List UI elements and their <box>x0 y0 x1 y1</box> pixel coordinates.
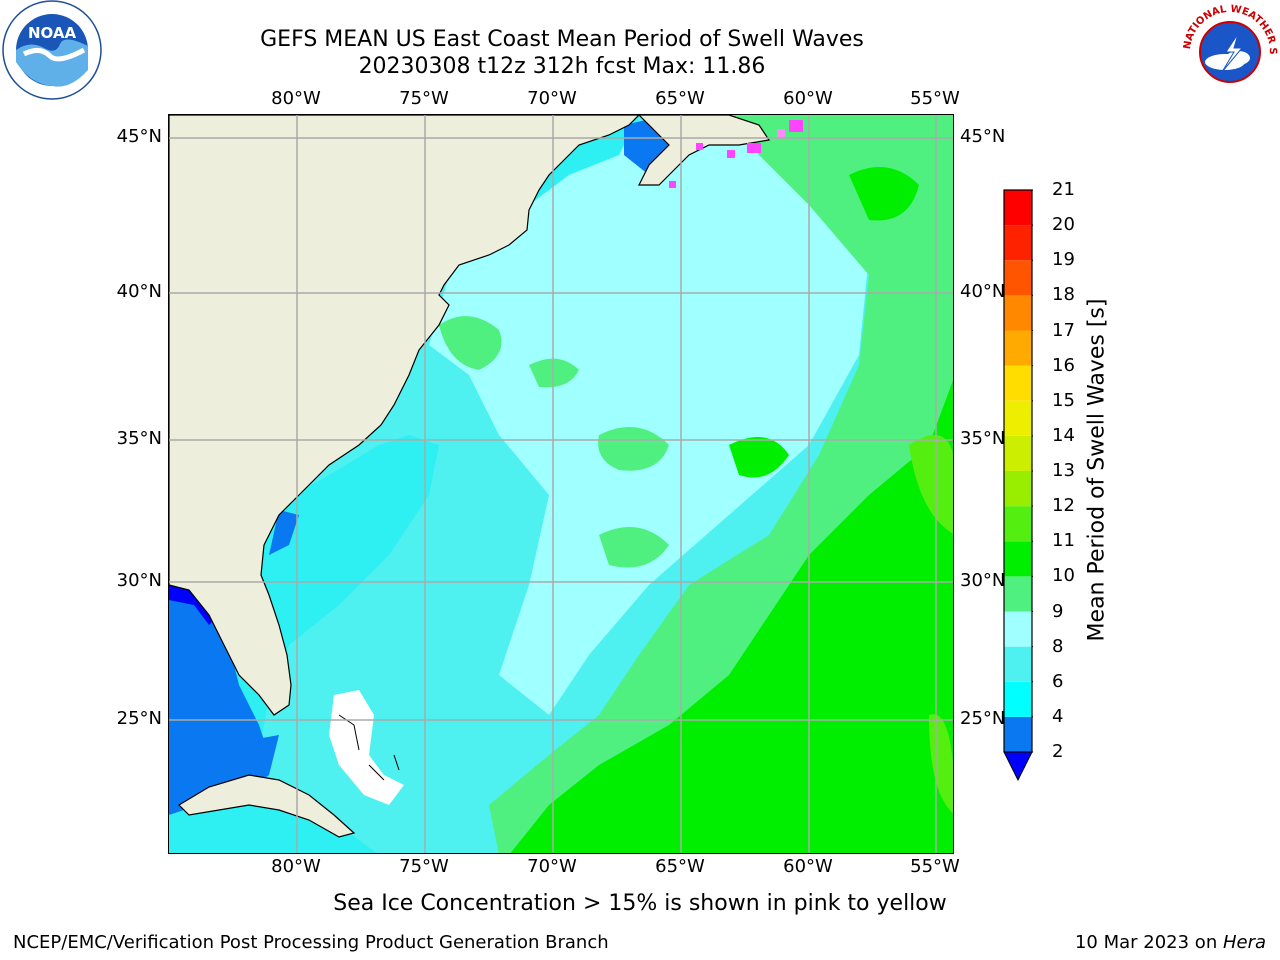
colorbar-segment <box>1004 435 1032 471</box>
colorbar-tick-label: 14 <box>1052 424 1075 446</box>
lat-tick-right: 45°N <box>960 126 1006 147</box>
land-nova-scotia <box>638 115 771 186</box>
map-panel <box>168 114 954 854</box>
land-north-america <box>169 115 640 716</box>
colorbar-segment <box>1004 190 1032 226</box>
chart-title: GEFS MEAN US East Coast Mean Period of S… <box>260 27 864 52</box>
land-bahamas <box>329 690 404 805</box>
lat-tick-left: 35°N <box>116 428 162 449</box>
swell-patch-11-12 <box>929 714 953 814</box>
colorbar-tick-label: 9 <box>1052 600 1064 622</box>
sea-ice-marker <box>727 150 735 158</box>
sea-ice-marker <box>669 181 676 188</box>
lon-tick-bottom: 55°W <box>910 856 960 877</box>
colorbar-title: Mean Period of Swell Waves [s] <box>1084 298 1110 642</box>
sea-ice-marker <box>789 120 803 132</box>
lon-tick-top: 75°W <box>399 88 449 109</box>
colorbar-segment <box>1004 471 1032 507</box>
land-cuba <box>178 774 356 838</box>
lon-tick-bottom: 65°W <box>655 856 705 877</box>
lat-tick-right: 40°N <box>960 281 1006 302</box>
lon-tick-top: 70°W <box>527 88 577 109</box>
colorbar-tick-label: 16 <box>1052 354 1075 376</box>
sea-ice-marker <box>696 143 703 150</box>
colorbar-segment <box>1004 506 1032 542</box>
colorbar-tick-label: 2 <box>1052 741 1064 762</box>
colorbar-tick-label: 13 <box>1052 460 1075 481</box>
colorbar-tick-label: 15 <box>1052 389 1075 411</box>
lon-tick-bottom: 60°W <box>783 856 833 877</box>
colorbar-segment <box>1004 716 1032 752</box>
map-canvas <box>169 115 953 853</box>
lat-tick-left: 30°N <box>116 570 162 591</box>
footer-host: Hera <box>1222 932 1266 953</box>
swell-band-8-9 <box>429 135 869 715</box>
colorbar-tick-label: 6 <box>1052 670 1064 692</box>
footer-date-text: 10 Mar 2023 on <box>1074 932 1223 953</box>
colorbar-segment <box>1004 646 1032 682</box>
colorbar-segment <box>1004 330 1032 366</box>
colorbar-segment <box>1004 541 1032 577</box>
footer-date: 10 Mar 2023 on Hera <box>1075 933 1266 953</box>
footer-credit: NCEP/EMC/Verification Post Processing Pr… <box>13 932 609 953</box>
colorbar-segment <box>1004 681 1032 717</box>
lat-tick-right: 30°N <box>960 570 1006 591</box>
sea-ice-note: Sea Ice Concentration > 15% is shown in … <box>0 891 1280 917</box>
colorbar-tick-label: 11 <box>1052 530 1075 552</box>
colorbar-segment <box>1004 225 1032 261</box>
lon-tick-top: 60°W <box>783 88 833 109</box>
swell-band-10-11 <box>510 380 953 853</box>
colorbar-tick-label: 18 <box>1052 284 1075 306</box>
colorbar-segment <box>1004 400 1032 436</box>
lat-tick-left: 40°N <box>116 281 162 302</box>
swell-patch-10-11 <box>849 167 919 221</box>
lon-tick-bottom: 75°W <box>399 856 449 877</box>
lat-tick-left: 25°N <box>116 708 162 729</box>
colorbar <box>1003 189 1033 782</box>
swell-patch-9-10 <box>599 527 669 568</box>
colorbar-tick-label: 12 <box>1052 495 1075 517</box>
noaa-logo: NOAA <box>2 0 102 100</box>
swell-patch-9-10 <box>439 316 502 370</box>
colorbar-segment <box>1004 611 1032 647</box>
lat-tick-right: 25°N <box>960 708 1006 729</box>
colorbar-tick-label: 4 <box>1052 705 1064 727</box>
lon-tick-bottom: 70°W <box>527 856 577 877</box>
lon-tick-top: 55°W <box>910 88 960 109</box>
swell-patch-11-12 <box>909 435 953 534</box>
nws-logo: NATIONAL WEATHER SERVICE <box>1180 0 1278 98</box>
colorbar-tick-label: 8 <box>1052 635 1064 657</box>
sea-ice-note-text: Sea Ice Concentration > 15% is shown in … <box>333 891 947 916</box>
colorbar-tick-label: 10 <box>1052 565 1075 587</box>
colorbar-extend-min <box>1003 751 1033 782</box>
noaa-logo-text: NOAA <box>28 24 77 42</box>
lat-tick-right: 35°N <box>960 428 1006 449</box>
swell-patch-9-10 <box>598 427 669 471</box>
colorbar-segment <box>1004 365 1032 401</box>
lon-tick-top: 65°W <box>655 88 705 109</box>
colorbar-segment <box>1004 260 1032 296</box>
lat-tick-left: 45°N <box>116 126 162 147</box>
lon-tick-top: 80°W <box>271 88 321 109</box>
swell-patch-9-10 <box>529 358 579 388</box>
colorbar-segment <box>1004 295 1032 331</box>
colorbar-tick-label: 19 <box>1052 249 1075 271</box>
colorbar-segment <box>1004 576 1032 612</box>
lon-tick-bottom: 80°W <box>271 856 321 877</box>
colorbar-tick-label: 20 <box>1052 214 1075 236</box>
colorbar-tick-label: 21 <box>1052 179 1075 200</box>
swell-band-2-4 <box>169 585 269 775</box>
chart-subtitle: 20230308 t12z 312h fcst Max: 11.86 <box>358 54 766 79</box>
sea-ice-marker <box>747 143 761 153</box>
swell-patch-10-11 <box>729 437 789 478</box>
sea-ice-marker <box>777 129 785 137</box>
graticule <box>169 115 953 853</box>
colorbar-tick-label: 17 <box>1052 319 1075 341</box>
land-bahamas-outline <box>338 714 400 781</box>
